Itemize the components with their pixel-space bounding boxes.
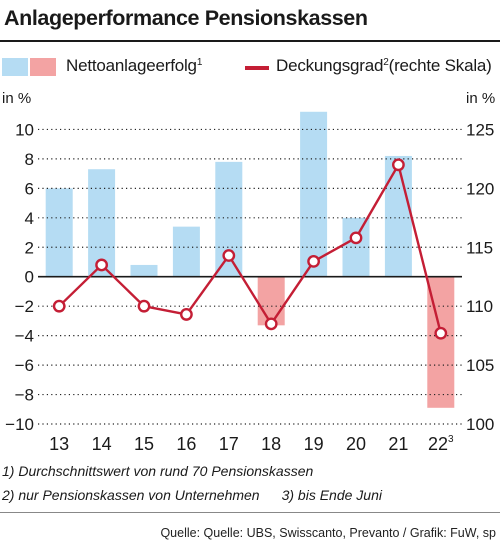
- right-tick-label: 100: [466, 415, 494, 434]
- legend-bar-note: 1: [196, 57, 203, 68]
- x-tick-label: 16: [176, 434, 196, 454]
- x-tick-label: 13: [49, 434, 69, 454]
- left-tick-label: 2: [25, 238, 34, 257]
- legend-swatch-negative: [30, 58, 56, 76]
- left-tick-label: −8: [15, 386, 34, 405]
- right-tick-label: 110: [466, 297, 493, 316]
- bar-13: [45, 188, 73, 277]
- footnote-3: 3) bis Ende Juni: [281, 487, 382, 503]
- left-tick-label: 8: [25, 150, 34, 169]
- deckungsgrad-point-20: [349, 231, 363, 245]
- right-tick-label: 105: [466, 356, 494, 375]
- legend-bar-label: Nettoanlageerfolg1: [66, 56, 202, 76]
- x-tick-label: 17: [219, 434, 239, 454]
- legend-bar-text: Nettoanlageerfolg: [66, 56, 197, 75]
- x-tick-label: 14: [92, 434, 112, 454]
- source-note: Quelle: Quelle: UBS, Swisscanto, Prevant…: [160, 526, 496, 540]
- left-tick-label: −6: [15, 356, 34, 375]
- deckungsgrad-point-13: [52, 299, 66, 313]
- legend-line-text: Deckungsgrad: [276, 56, 384, 75]
- x-tick-label: 223: [428, 434, 454, 454]
- deckungsgrad-point-18: [264, 317, 278, 331]
- left-tick-label: −4: [15, 327, 34, 346]
- x-tick-label: 19: [304, 434, 324, 454]
- title-rule: [0, 40, 500, 42]
- chart-title: Anlageperformance Pensionskassen: [4, 6, 368, 30]
- x-tick-label: 18: [261, 434, 281, 454]
- deckungsgrad-point-17: [222, 249, 236, 262]
- deckungsgrad-point-19: [307, 255, 320, 268]
- bar-19: [300, 111, 328, 277]
- bar-16: [172, 226, 200, 277]
- right-tick-label: 120: [466, 179, 494, 198]
- x-tick-label: 20: [346, 434, 366, 454]
- legend: Nettoanlageerfolg1 Deckungsgrad2(rechte …: [0, 54, 500, 82]
- legend-line-swatch: [245, 66, 269, 70]
- left-tick-label: 10: [15, 120, 34, 139]
- deckungsgrad-line: [58, 163, 442, 334]
- legend-line-note: 2: [383, 57, 389, 68]
- left-unit-label: in %: [2, 90, 32, 107]
- bar-18: [257, 276, 285, 326]
- left-tick-label: 4: [25, 209, 34, 228]
- bar-21: [384, 155, 412, 277]
- deckungsgrad-point-22: [434, 326, 448, 340]
- bar-15: [130, 264, 158, 277]
- right-tick-label: 115: [466, 238, 493, 257]
- x-tick-label: 21: [388, 434, 408, 454]
- deckungsgrad-point-15: [137, 299, 151, 313]
- left-tick-label: −2: [15, 297, 34, 316]
- footnote-row-2: 2) nur Pensionskassen von Unternehmen 3) …: [2, 487, 382, 503]
- deckungsgrad-point-14: [95, 258, 109, 272]
- right-unit-label: in %: [466, 90, 496, 107]
- right-tick-label: 125: [466, 120, 494, 139]
- left-tick-label: 0: [25, 268, 34, 287]
- legend-line-suffix: (rechte Skala): [388, 56, 492, 75]
- left-tick-label: 6: [25, 179, 34, 198]
- legend-line-label: Deckungsgrad2(rechte Skala): [276, 56, 492, 76]
- legend-swatch-positive: [2, 58, 28, 76]
- x-tick-label: 15: [134, 434, 154, 454]
- source-rule: [0, 512, 500, 513]
- footnote-2: 2) nur Pensionskassen von Unternehmen: [2, 487, 260, 503]
- deckungsgrad-point-16: [179, 308, 193, 321]
- left-tick-label: −10: [5, 415, 34, 434]
- deckungsgrad-point-21: [391, 158, 405, 172]
- footnote-1: 1) Durchschnittswert von rund 70 Pension…: [2, 463, 314, 479]
